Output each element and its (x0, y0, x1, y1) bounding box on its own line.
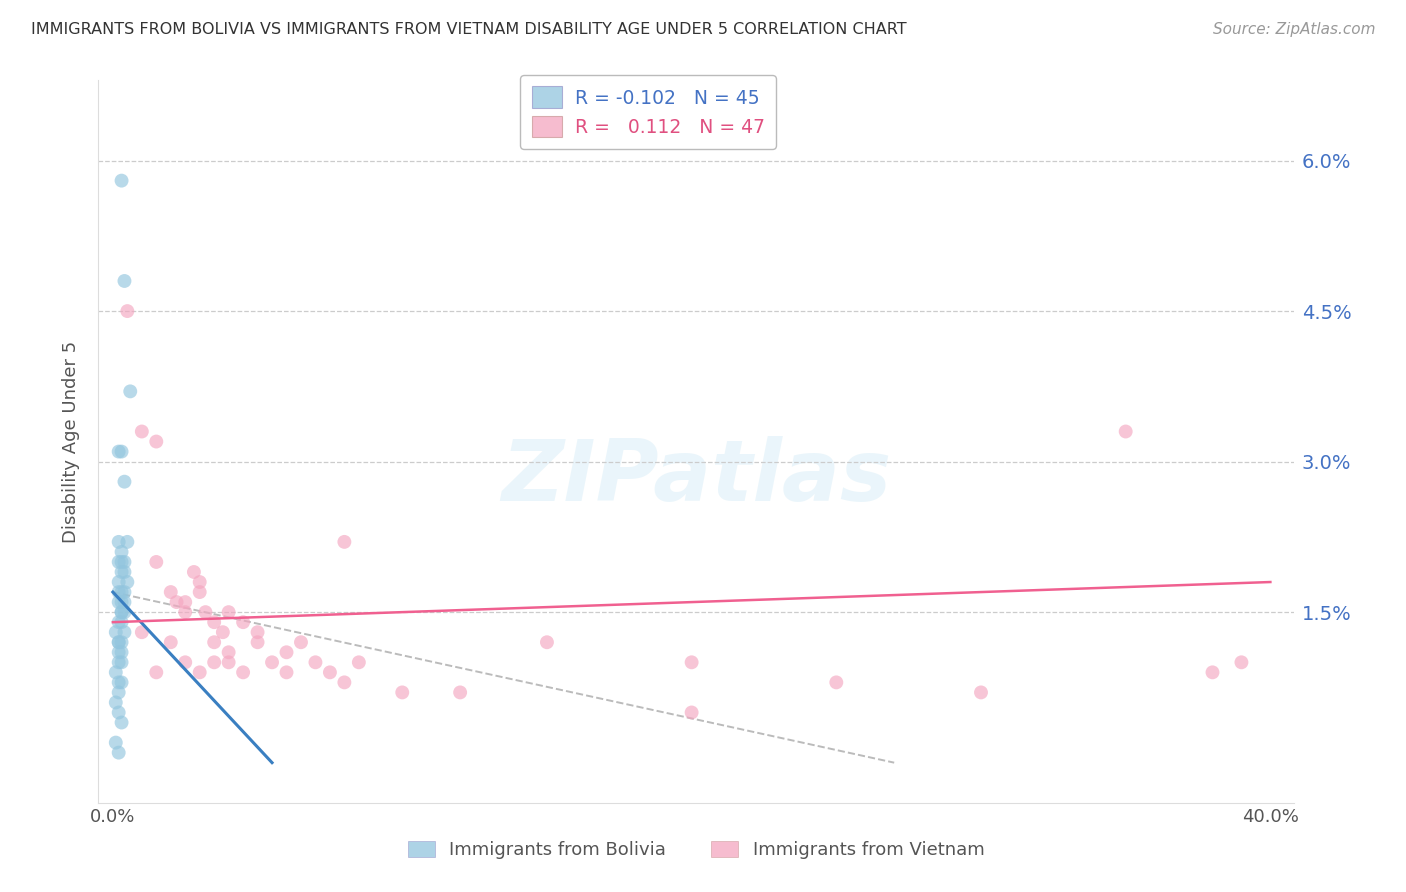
Point (290, 635, 312, 649)
Point (110, 605, 132, 619)
Point (145, 434, 167, 449)
Point (114, 475, 136, 489)
Point (114, 595, 136, 609)
Point (970, 685, 993, 699)
Point (110, 645, 132, 659)
Point (194, 605, 217, 619)
Point (333, 535, 356, 549)
Point (104, 665, 127, 680)
Point (110, 605, 132, 619)
Point (107, 535, 129, 549)
Point (114, 274, 136, 288)
Point (681, 655, 703, 669)
Point (276, 645, 298, 659)
Point (107, 635, 129, 649)
Point (104, 735, 127, 749)
Point (1115, 425, 1137, 439)
Point (107, 746, 129, 760)
Point (211, 625, 233, 640)
Point (117, 304, 139, 318)
Point (110, 595, 132, 609)
Point (104, 625, 127, 640)
Point (131, 625, 153, 640)
Point (276, 665, 298, 680)
Point (159, 585, 181, 599)
Point (131, 425, 153, 439)
Point (110, 555, 132, 569)
Point (114, 585, 136, 599)
Point (145, 665, 167, 680)
Text: ZIPatlas: ZIPatlas (501, 436, 891, 519)
Point (110, 174, 132, 188)
Point (107, 575, 129, 590)
Point (110, 444, 132, 458)
Point (333, 675, 356, 690)
Point (166, 595, 188, 609)
Point (319, 665, 342, 680)
Point (114, 555, 136, 569)
Point (681, 706, 703, 720)
Point (107, 585, 129, 599)
Y-axis label: Disability Age Under 5: Disability Age Under 5 (62, 341, 80, 542)
Point (110, 565, 132, 579)
Point (117, 575, 139, 590)
Point (536, 635, 558, 649)
Point (104, 696, 127, 710)
Point (107, 685, 129, 699)
Point (145, 555, 167, 569)
Point (218, 655, 240, 669)
Point (107, 555, 129, 569)
Point (117, 535, 139, 549)
Point (107, 444, 129, 458)
Point (246, 625, 269, 640)
Point (218, 645, 240, 659)
Point (218, 605, 240, 619)
Point (174, 655, 197, 669)
Point (107, 615, 129, 630)
Point (304, 655, 326, 669)
Point (110, 715, 132, 730)
Point (107, 645, 129, 659)
Point (107, 675, 129, 690)
Point (202, 655, 225, 669)
Point (110, 635, 132, 649)
Point (232, 615, 254, 630)
Point (260, 655, 283, 669)
Point (1201, 665, 1223, 680)
Point (188, 575, 211, 590)
Point (107, 635, 129, 649)
Point (174, 605, 197, 619)
Point (114, 565, 136, 579)
Point (232, 665, 254, 680)
Point (1230, 655, 1253, 669)
Text: IMMIGRANTS FROM BOLIVIA VS IMMIGRANTS FROM VIETNAM DISABILITY AGE UNDER 5 CORREL: IMMIGRANTS FROM BOLIVIA VS IMMIGRANTS FR… (31, 22, 907, 37)
Point (449, 685, 471, 699)
Point (183, 565, 205, 579)
Point (347, 655, 370, 669)
Point (114, 625, 136, 640)
Legend: Immigrants from Bolivia, Immigrants from Vietnam: Immigrants from Bolivia, Immigrants from… (401, 833, 991, 866)
Point (174, 595, 197, 609)
Point (159, 635, 181, 649)
Point (110, 675, 132, 690)
Point (110, 655, 132, 669)
Point (110, 585, 132, 599)
Point (825, 675, 848, 690)
Text: Source: ZipAtlas.com: Source: ZipAtlas.com (1212, 22, 1375, 37)
Point (120, 384, 142, 399)
Point (391, 685, 413, 699)
Point (114, 605, 136, 619)
Point (107, 706, 129, 720)
Point (107, 595, 129, 609)
Point (188, 585, 211, 599)
Point (188, 665, 211, 680)
Point (202, 635, 225, 649)
Point (246, 635, 269, 649)
Point (110, 615, 132, 630)
Point (110, 545, 132, 559)
Point (107, 655, 129, 669)
Point (202, 615, 225, 630)
